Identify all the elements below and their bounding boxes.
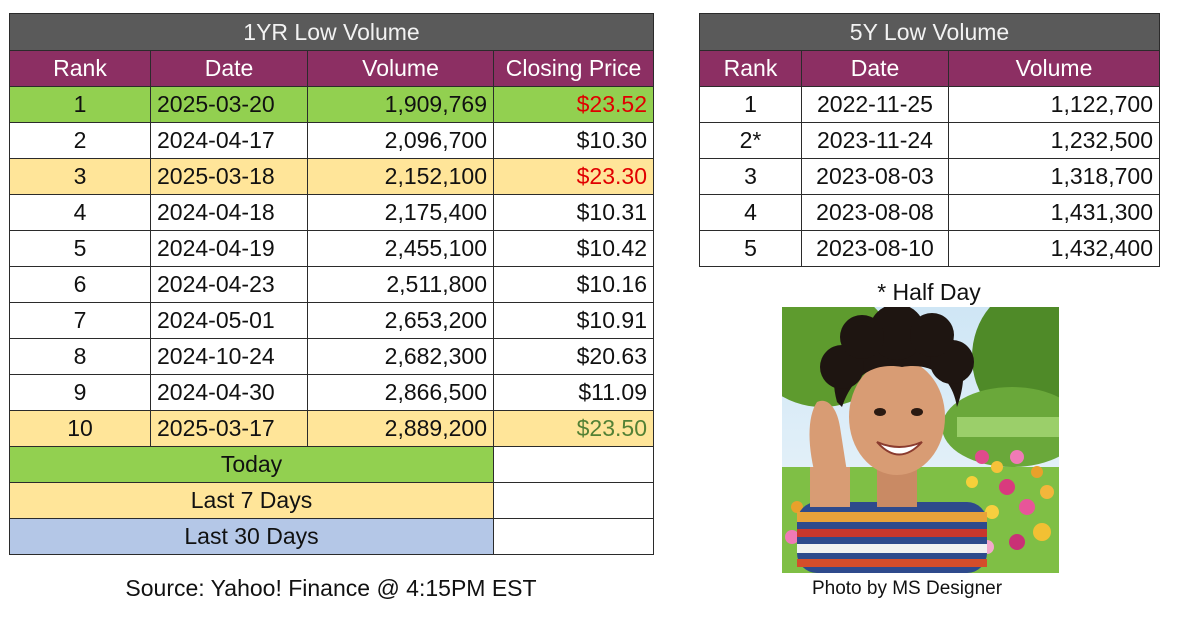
volume-cell: 2,682,300 [307,338,494,375]
table-row: 4 2024-04-18 2,175,400 $10.31 [9,194,654,231]
date-cell: 2024-04-23 [150,266,308,303]
date-cell: 2024-04-17 [150,122,308,159]
volume-cell: 2,152,100 [307,158,494,195]
half-day-footnote: * Half Day [877,279,981,305]
date-cell: 2025-03-17 [150,410,308,447]
table-row: 3 2025-03-18 2,152,100 $23.30 [9,158,654,195]
column-header-date: Date [150,50,308,87]
table-row: 6 2024-04-23 2,511,800 $10.16 [9,266,654,303]
table-row: 5 2024-04-19 2,455,100 $10.42 [9,230,654,267]
closing-price-cell: $10.91 [493,302,654,339]
column-header-closing-price: Closing Price [493,50,654,87]
volume-cell: 1,122,700 [948,86,1160,123]
table-row: 4 2023-08-08 1,431,300 [699,194,1160,231]
rank-cell: 10 [9,410,151,447]
table-row: 9 2024-04-30 2,866,500 $11.09 [9,374,654,411]
volume-cell: 1,432,400 [948,230,1160,267]
rank-cell: 9 [9,374,151,411]
date-cell: 2025-03-20 [150,86,308,123]
person-listening-photo [782,307,1059,573]
source-caption: Source: Yahoo! Finance @ 4:15PM EST [125,575,537,601]
table-title: 1YR Low Volume [9,13,654,51]
volume-cell: 2,866,500 [307,374,494,411]
column-header-date: Date [801,50,949,87]
rank-cell: 7 [9,302,151,339]
date-cell: 2024-10-24 [150,338,308,375]
legend-today: Today [9,446,494,483]
legend-last-30-days: Last 30 Days [9,518,494,555]
closing-price-cell: $20.63 [493,338,654,375]
table-row: 2* 2023-11-24 1,232,500 [699,122,1160,159]
rank-cell: 6 [9,266,151,303]
volume-cell: 1,431,300 [948,194,1160,231]
volume-cell: 2,175,400 [307,194,494,231]
volume-cell: 2,096,700 [307,122,494,159]
volume-cell: 2,511,800 [307,266,494,303]
column-header-rank: Rank [699,50,802,87]
volume-cell: 1,909,769 [307,86,494,123]
rank-cell: 4 [699,194,802,231]
closing-price-cell: $10.42 [493,230,654,267]
legend-blank-cell [493,482,654,519]
closing-price-cell: $10.31 [493,194,654,231]
closing-price-cell: $23.50 [493,410,654,447]
volume-cell: 2,653,200 [307,302,494,339]
closing-price-cell: $11.09 [493,374,654,411]
closing-price-cell: $10.30 [493,122,654,159]
table-row: 2 2024-04-17 2,096,700 $10.30 [9,122,654,159]
table-title: 5Y Low Volume [699,13,1160,51]
rank-cell: 5 [9,230,151,267]
date-cell: 2024-04-30 [150,374,308,411]
date-cell: 2024-04-18 [150,194,308,231]
date-cell: 2023-08-03 [801,158,949,195]
date-cell: 2024-05-01 [150,302,308,339]
volume-cell: 1,318,700 [948,158,1160,195]
rank-cell: 4 [9,194,151,231]
legend-blank-cell [493,518,654,555]
legend-blank-cell [493,446,654,483]
rank-cell: 8 [9,338,151,375]
volume-cell: 1,232,500 [948,122,1160,159]
table-row: 5 2023-08-10 1,432,400 [699,230,1160,267]
table-row: 7 2024-05-01 2,653,200 $10.91 [9,302,654,339]
rank-cell: 5 [699,230,802,267]
five-year-low-volume-table: 5Y Low Volume Rank Date Volume 1 2022-11-… [699,13,1160,267]
table-row: 3 2023-08-03 1,318,700 [699,158,1160,195]
volume-cell: 2,455,100 [307,230,494,267]
column-header-volume: Volume [307,50,494,87]
date-cell: 2023-11-24 [801,122,949,159]
rank-cell: 3 [699,158,802,195]
rank-cell: 1 [699,86,802,123]
photo-credit-caption: Photo by MS Designer [811,578,1003,599]
table-row: 10 2025-03-17 2,889,200 $23.50 [9,410,654,447]
table-row: 8 2024-10-24 2,682,300 $20.63 [9,338,654,375]
volume-cell: 2,889,200 [307,410,494,447]
closing-price-cell: $10.16 [493,266,654,303]
rank-cell: 3 [9,158,151,195]
closing-price-cell: $23.30 [493,158,654,195]
legend-last-7-days: Last 7 Days [9,482,494,519]
table-row: 1 2022-11-25 1,122,700 [699,86,1160,123]
rank-cell: 1 [9,86,151,123]
closing-price-cell: $23.52 [493,86,654,123]
date-cell: 2022-11-25 [801,86,949,123]
date-cell: 2023-08-10 [801,230,949,267]
rank-cell: 2* [699,122,802,159]
column-header-volume: Volume [948,50,1160,87]
one-year-low-volume-table: 1YR Low Volume Rank Date Volume Closing … [9,13,654,555]
date-cell: 2024-04-19 [150,230,308,267]
table-row: 1 2025-03-20 1,909,769 $23.52 [9,86,654,123]
date-cell: 2023-08-08 [801,194,949,231]
date-cell: 2025-03-18 [150,158,308,195]
rank-cell: 2 [9,122,151,159]
column-header-rank: Rank [9,50,151,87]
